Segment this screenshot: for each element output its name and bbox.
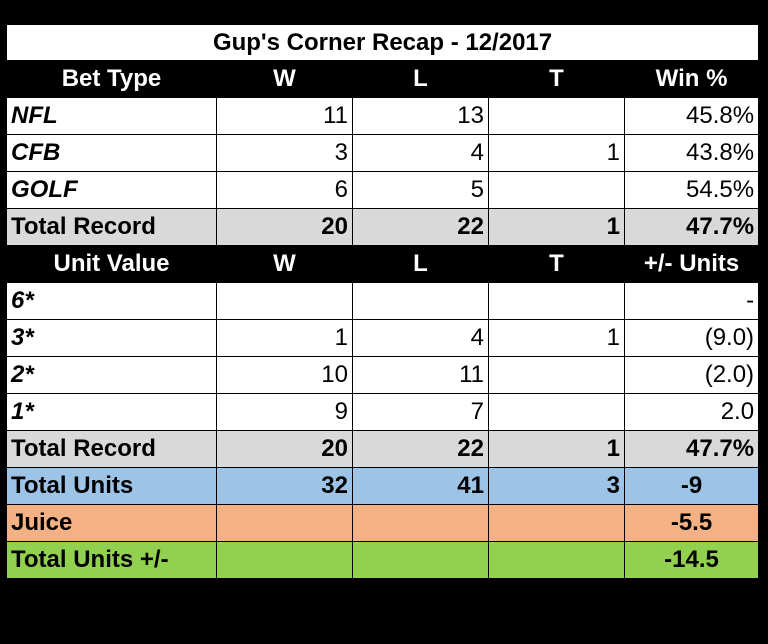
losses-cell: 11 — [352, 356, 489, 394]
losses-cell: 5 — [352, 171, 489, 209]
losses-cell: 7 — [352, 393, 489, 431]
units-cell: - — [623, 282, 760, 320]
header-w: W — [216, 60, 353, 98]
sheet-title: Gup's Corner Recap - 12/2017 — [5, 24, 760, 61]
empty-cell — [488, 504, 625, 542]
title-row: Gup's Corner Recap - 12/2017 — [5, 24, 760, 61]
losses-cell: 4 — [352, 134, 489, 172]
header-unit-value: Unit Value — [6, 245, 217, 283]
row-label: Total Units — [6, 467, 217, 505]
wins-cell: 1 — [216, 319, 353, 357]
wins-cell: 10 — [216, 356, 353, 394]
ties-cell — [488, 393, 625, 431]
losses-cell — [352, 282, 489, 320]
ties-cell — [488, 282, 625, 320]
win-pct-cell: 47.7% — [623, 208, 760, 246]
units-cell: (2.0) — [623, 356, 760, 394]
row-label: Total Units +/- — [6, 541, 217, 579]
wins-cell: 20 — [216, 430, 353, 468]
row-label: 2* — [6, 356, 217, 394]
table-row: 6* - — [6, 282, 760, 320]
table-row: CFB 3 4 1 43.8% — [6, 134, 760, 172]
losses-cell: 4 — [352, 319, 489, 357]
total-units-pm-row: Total Units +/- -14.5 — [6, 541, 760, 579]
units-cell: 2.0 — [623, 393, 760, 431]
header-row-unit-value: Unit Value W L T +/- Units — [6, 245, 760, 283]
units-cell: -9 — [623, 467, 760, 505]
juice-value: -5.5 — [623, 504, 760, 542]
win-pct-cell: 47.7% — [623, 430, 760, 468]
empty-cell — [352, 541, 489, 579]
wins-cell: 9 — [216, 393, 353, 431]
header-bet-type: Bet Type — [6, 60, 217, 98]
table-row: 3* 1 4 1 (9.0) — [6, 319, 760, 357]
ties-cell: 3 — [488, 467, 625, 505]
recap-sheet: Gup's Corner Recap - 12/2017 Bet Type W … — [5, 24, 760, 579]
win-pct-cell: 54.5% — [623, 171, 760, 209]
wins-cell: 32 — [216, 467, 353, 505]
juice-row: Juice -5.5 — [6, 504, 760, 542]
wins-cell: 20 — [216, 208, 353, 246]
ties-cell: 1 — [488, 208, 625, 246]
win-pct-cell: 45.8% — [623, 97, 760, 135]
header-row-bet-type: Bet Type W L T Win % — [6, 60, 760, 98]
table-row: NFL 11 13 45.8% — [6, 97, 760, 135]
header-l: L — [352, 245, 489, 283]
wins-cell: 6 — [216, 171, 353, 209]
row-label: 3* — [6, 319, 217, 357]
row-label: CFB — [6, 134, 217, 172]
total-record-row: Total Record 20 22 1 47.7% — [6, 430, 760, 468]
table-row: 2* 10 11 (2.0) — [6, 356, 760, 394]
row-label: GOLF — [6, 171, 217, 209]
empty-cell — [352, 504, 489, 542]
row-label: NFL — [6, 97, 217, 135]
losses-cell: 22 — [352, 430, 489, 468]
row-label: 1* — [6, 393, 217, 431]
ties-cell: 1 — [488, 319, 625, 357]
ties-cell — [488, 356, 625, 394]
row-label: 6* — [6, 282, 217, 320]
ties-cell: 1 — [488, 430, 625, 468]
ties-cell — [488, 97, 625, 135]
wins-cell — [216, 282, 353, 320]
losses-cell: 22 — [352, 208, 489, 246]
win-pct-cell: 43.8% — [623, 134, 760, 172]
table-row: 1* 9 7 2.0 — [6, 393, 760, 431]
units-cell: (9.0) — [623, 319, 760, 357]
header-t: T — [488, 60, 625, 98]
total-units-row: Total Units 32 41 3 -9 — [6, 467, 760, 505]
losses-cell: 41 — [352, 467, 489, 505]
losses-cell: 13 — [352, 97, 489, 135]
wins-cell: 11 — [216, 97, 353, 135]
ties-cell — [488, 171, 625, 209]
row-label: Total Record — [6, 430, 217, 468]
total-record-row: Total Record 20 22 1 47.7% — [6, 208, 760, 246]
row-label: Total Record — [6, 208, 217, 246]
header-t: T — [488, 245, 625, 283]
wins-cell: 3 — [216, 134, 353, 172]
empty-cell — [216, 504, 353, 542]
table-row: GOLF 6 5 54.5% — [6, 171, 760, 209]
ties-cell: 1 — [488, 134, 625, 172]
recap-table: Gup's Corner Recap - 12/2017 Bet Type W … — [5, 24, 760, 579]
header-units: +/- Units — [623, 245, 760, 283]
empty-cell — [488, 541, 625, 579]
header-w: W — [216, 245, 353, 283]
header-win-pct: Win % — [623, 60, 760, 98]
header-l: L — [352, 60, 489, 98]
total-units-pm-value: -14.5 — [623, 541, 760, 579]
empty-cell — [216, 541, 353, 579]
row-label: Juice — [6, 504, 217, 542]
